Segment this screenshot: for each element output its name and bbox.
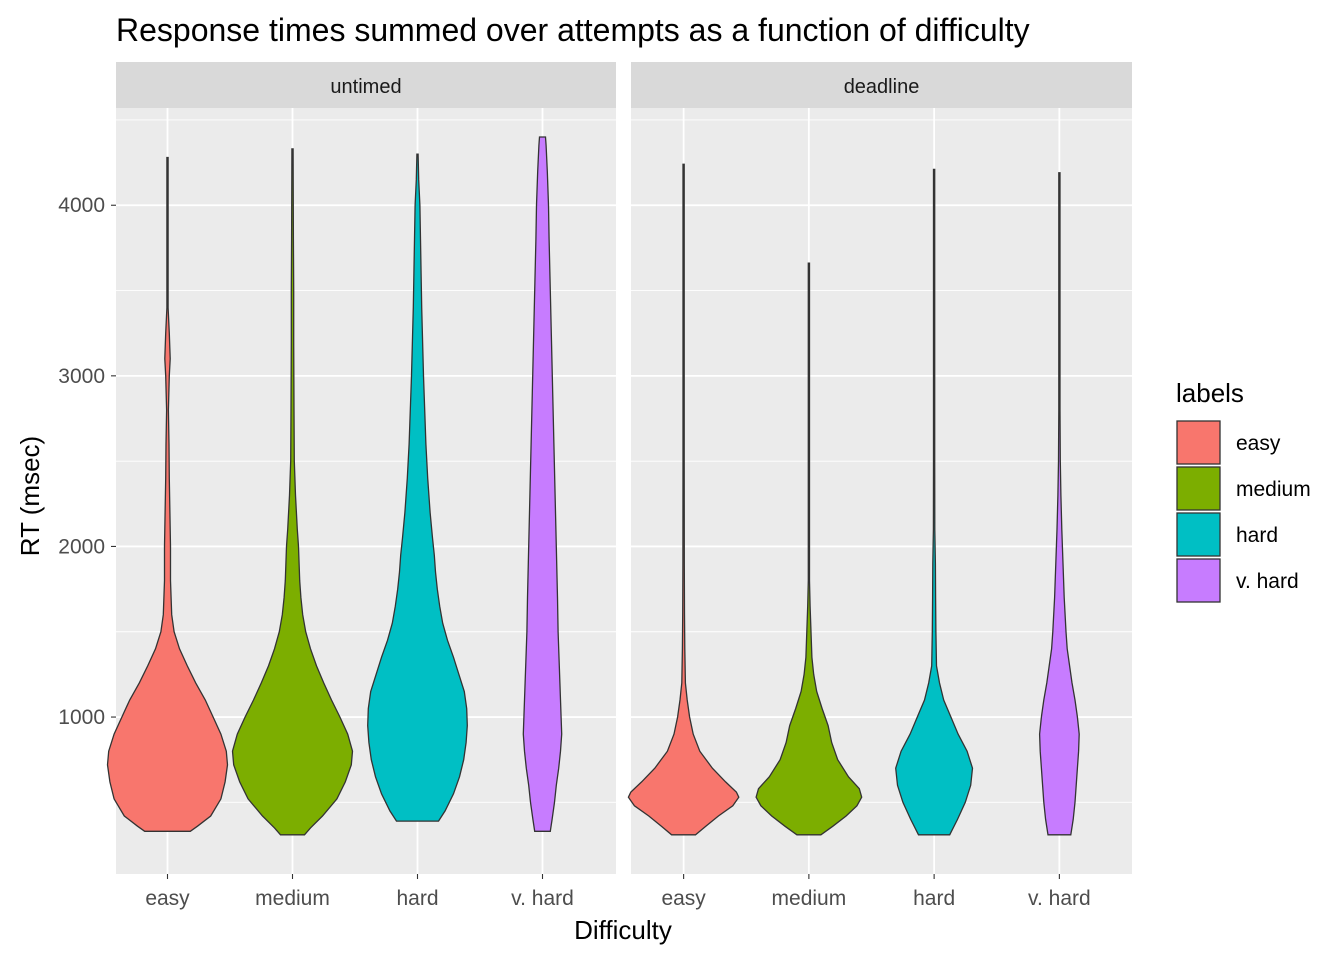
violin-deadline-medium <box>755 262 863 836</box>
y-axis-title: RT (msec) <box>15 436 45 556</box>
legend: labels easy medium hard v. hard <box>1176 378 1311 603</box>
legend-label-easy: easy <box>1236 432 1281 455</box>
legend-key-hard <box>1176 512 1221 557</box>
legend-label-v-hard: v. hard <box>1236 570 1299 593</box>
violin-deadline-v-hard <box>1038 172 1080 836</box>
facet-strip-label: untimed <box>330 76 401 98</box>
legend-key-v-hard <box>1176 558 1221 603</box>
violin-untimed-medium <box>231 148 354 836</box>
facet-untimed: untimed easy medium hard v. hard <box>106 62 616 910</box>
facet-panels: untimed easy medium hard v. hard deadline easy… <box>106 62 1132 910</box>
violin-deadline-hard <box>895 168 974 836</box>
x-tick-label: easy <box>661 887 706 910</box>
x-tick-label: hard <box>396 887 438 910</box>
x-axis-title: Difficulty <box>574 915 672 945</box>
y-tick-label: 2000 <box>58 535 105 558</box>
y-tick-label: 3000 <box>58 365 105 388</box>
x-tick-label: medium <box>772 887 847 910</box>
x-tick-label: v. hard <box>511 887 574 910</box>
legend-key-easy <box>1176 420 1221 465</box>
legend-title: labels <box>1176 378 1244 408</box>
x-tick-label: medium <box>255 887 330 910</box>
y-tick-label: 1000 <box>58 706 105 729</box>
violin-deadline-easy <box>627 163 740 836</box>
violin-untimed-hard <box>367 153 468 822</box>
violin-untimed-v-hard <box>522 136 563 832</box>
facet-strip <box>631 62 1132 108</box>
facet-deadline: deadline easy medium hard v. hard <box>627 62 1132 910</box>
legend-label-medium: medium <box>1236 478 1311 501</box>
x-tick-label: hard <box>913 887 955 910</box>
y-axis: 1000 2000 3000 4000 <box>58 194 116 729</box>
chart-title: Response times summed over attempts as a… <box>116 12 1030 48</box>
facet-strip-label: deadline <box>844 76 920 98</box>
y-tick-label: 4000 <box>58 194 105 217</box>
x-tick-label: easy <box>145 887 190 910</box>
x-tick-label: v. hard <box>1028 887 1091 910</box>
legend-key-medium <box>1176 466 1221 511</box>
legend-label-hard: hard <box>1236 524 1278 547</box>
facet-strip <box>116 62 616 108</box>
violin-untimed-easy <box>106 156 229 832</box>
